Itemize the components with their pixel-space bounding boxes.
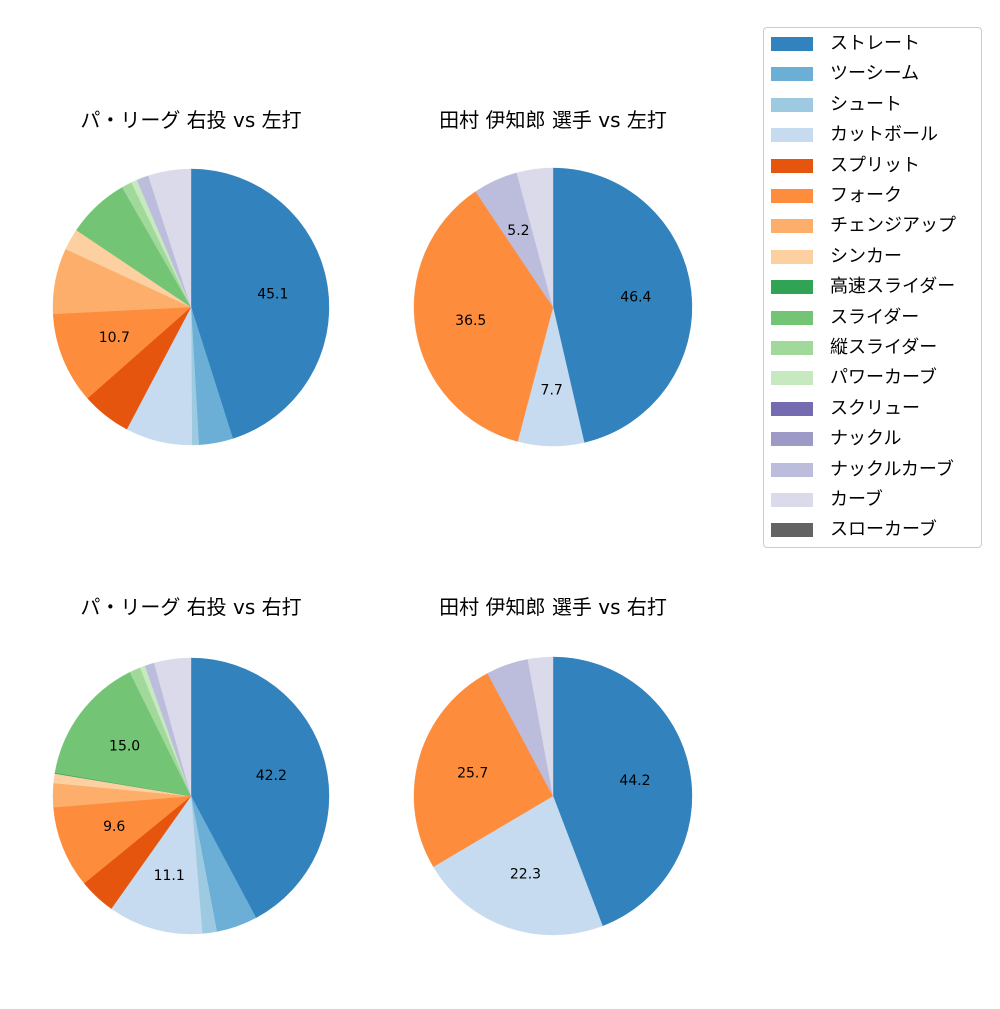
legend-item: スローカーブ [771,520,937,540]
pie-slice [190,657,330,919]
pie-panel-league-vs-right: パ・リーグ 右投 vs 右打 42.2 11.1 9.6 15.0 [21,589,361,1009]
legend-label: スクリュー [830,397,920,419]
slice-value-label: 36.5 [455,313,486,329]
pie-slice [111,795,203,935]
pie-slice [190,168,330,439]
legend-item: シンカー [771,245,902,267]
pie-slice [527,656,554,797]
legend-swatch [771,158,813,173]
chart-title: パ・リーグ 右投 vs 右打 [80,595,302,619]
legend-label: フォーク [830,185,902,206]
legend-label: パワーカーブ [830,367,937,389]
legend-item: 縦スライダー [771,338,937,358]
legend: ストレートツーシームシュートカットボール スプリットフォークチェンジアップ シンカー… [763,27,982,548]
legend-item: ストレート [771,34,920,54]
legend-swatch [771,189,813,203]
legend-swatch [771,523,813,538]
legend-item: チェンジアップ [771,216,956,236]
pie-slice [54,671,192,797]
legend-label: スライダー [830,306,920,328]
legend-item: カーブ [771,490,883,510]
legend-label: 縦スライダー [830,337,938,358]
legend-item: ナックルカーブ [771,458,954,480]
slice-value-label: 11.1 [154,868,185,884]
pie-slice [53,795,192,884]
legend-label: チェンジアップ [830,215,956,237]
legend-label: スローカーブ [830,519,937,541]
legend-item: スライダー [771,306,920,328]
legend-item: パワーカーブ [771,368,937,388]
legend-swatch [771,280,813,295]
legend-item: スクリュー [771,397,920,419]
legend-item: ツーシーム [771,64,919,84]
legend-swatch [771,341,813,355]
pie-panel-league-vs-left: パ・リーグ 右投 vs 左打 45.1 10.7 [21,100,361,520]
legend-label: スプリット [830,154,920,176]
legend-swatch [771,432,813,447]
slice-value-label: 5.2 [507,223,529,239]
legend-label: 高速スライダー [830,276,956,298]
legend-item: シュート [771,93,902,115]
chart-title: 田村 伊知郎 選手 vs 左打 [439,108,667,132]
slice-value-label: 15.0 [109,738,140,754]
pie-slice [413,673,554,868]
pie-slice [52,306,192,399]
pie-slice [552,656,693,927]
legend-swatch [771,310,813,325]
legend-label: シュート [830,93,902,115]
pie-slice [413,191,554,442]
pie-slice [153,657,192,797]
slice-value-label: 25.7 [457,765,488,781]
chart-title: 田村 伊知郎 選手 vs 右打 [439,595,667,619]
slice-value-label: 46.4 [620,290,651,306]
slice-value-label: 9.6 [103,819,125,835]
pie-slice [516,167,554,308]
legend-swatch [771,462,813,477]
legend-swatch [771,97,813,112]
pie-slice [433,795,603,936]
legend-item: フォーク [771,186,902,206]
slice-value-label: 45.1 [257,286,288,302]
legend-label: ストレート [830,33,920,54]
legend-swatch [771,128,813,143]
legend-swatch [771,401,813,416]
slice-value-label: 7.7 [541,382,563,398]
legend-item: スプリット [771,154,920,176]
legend-label: シンカー [830,245,902,267]
legend-swatch [771,249,813,264]
slice-value-label: 44.2 [619,773,650,789]
legend-label: カーブ [830,489,883,510]
pie-panel-player-vs-right: 田村 伊知郎 選手 vs 右打 44.2 22.3 25.7 [383,589,723,1009]
legend-label: カットボール [830,124,938,146]
legend-label: ナックル [830,428,902,450]
pie-chart: 46.4 7.7 36.5 5.2 [413,167,693,447]
legend-swatch [771,219,813,234]
legend-swatch [771,67,813,82]
pie-chart: 45.1 10.7 [52,168,330,446]
legend-label: ツーシーム [830,63,920,85]
pie-panel-player-vs-left: 田村 伊知郎 選手 vs 左打 46.4 7.7 36.5 5.2 [383,100,723,520]
legend-label: ナックルカーブ [830,458,954,480]
legend-swatch [771,493,813,507]
pie-slice [148,168,192,308]
legend-swatch [771,371,813,386]
pie-chart: 44.2 22.3 25.7 [413,656,693,936]
chart-title: パ・リーグ 右投 vs 左打 [80,108,302,132]
legend-item: 高速スライダー [771,277,955,297]
legend-item: ナックル [771,429,901,449]
slice-value-label: 10.7 [99,330,130,346]
legend-swatch [771,37,813,51]
pie-slice [552,167,693,443]
pie-chart: 42.2 11.1 9.6 15.0 [52,657,330,935]
legend-item: カットボール [771,125,938,145]
slice-value-label: 42.2 [256,768,287,784]
slice-value-label: 22.3 [510,867,541,883]
